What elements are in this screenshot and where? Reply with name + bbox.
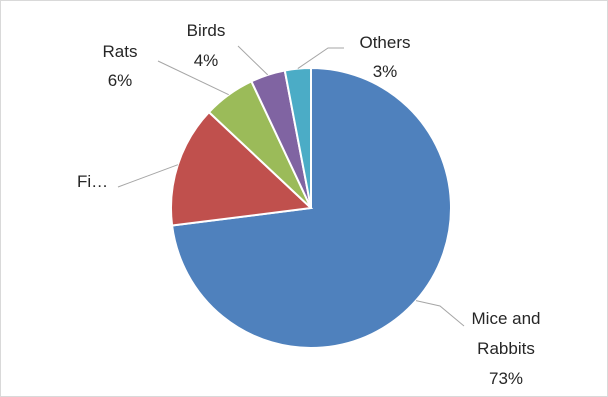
slice-percent-birds: 4% <box>194 51 219 70</box>
slice-percent-others: 3% <box>373 62 398 81</box>
data-label-mice-and-rabbits: Mice and Rabbits 73% <box>472 309 541 388</box>
data-label-others: Others 3% <box>359 33 410 81</box>
leader-line-rats <box>157 60 229 96</box>
slice-label-mice-and-rabbits-line2: Rabbits <box>477 339 535 358</box>
slice-label-mice-and-rabbits-line1: Mice and <box>472 309 541 328</box>
slice-label-fi: Fi… <box>77 172 108 191</box>
slice-percent-rats: 6% <box>108 71 133 90</box>
leader-line-fi <box>117 164 179 188</box>
pie-slices <box>170 66 452 349</box>
data-label-fi: Fi… <box>77 172 108 191</box>
leader-line-others <box>297 47 344 70</box>
leader-lines <box>117 45 465 327</box>
data-label-birds: Birds 4% <box>187 21 226 70</box>
slice-label-rats: Rats <box>103 42 138 61</box>
leader-line-mice-and-rabbits <box>415 300 465 327</box>
slice-label-birds: Birds <box>187 21 226 40</box>
data-label-rats: Rats 6% <box>103 42 138 90</box>
leader-line-birds <box>237 45 269 76</box>
slice-percent-mice-and-rabbits: 73% <box>489 369 523 388</box>
slice-label-others: Others <box>359 33 410 52</box>
